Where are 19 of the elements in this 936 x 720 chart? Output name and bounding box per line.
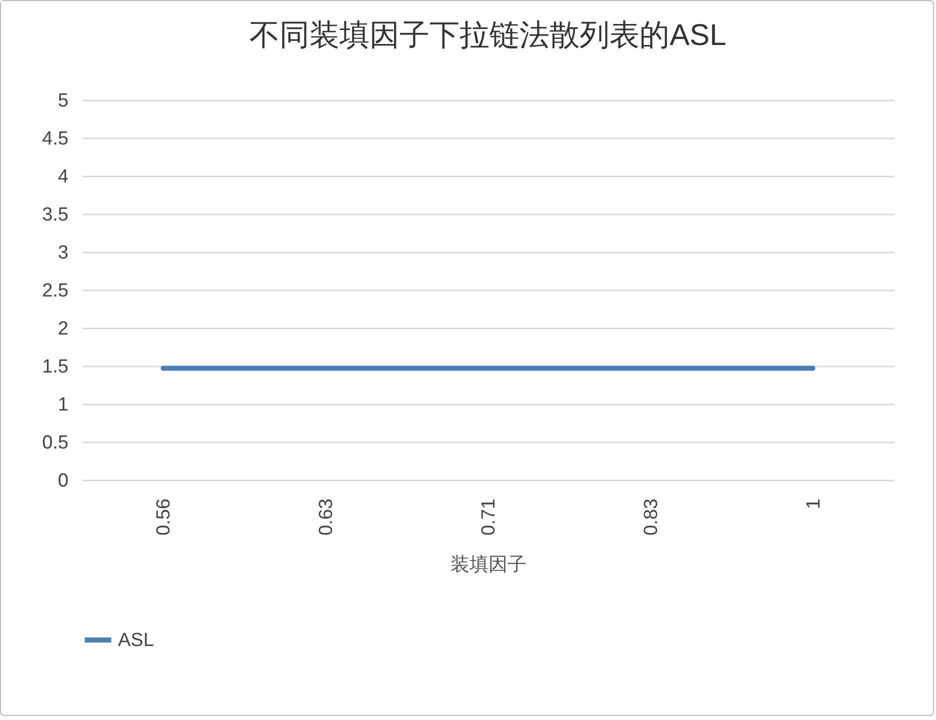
y-tick-label: 0 — [58, 470, 68, 492]
y-tick-label: 4 — [58, 166, 69, 188]
y-tick-label: 5 — [58, 90, 68, 112]
y-tick-label: 2 — [58, 318, 68, 340]
y-tick-label: 1.5 — [42, 356, 68, 378]
y-tick-label: 0.5 — [42, 432, 68, 454]
y-tick-label: 3.5 — [42, 204, 68, 226]
x-tick-label: 0.63 — [316, 498, 338, 536]
x-tick-label: 0.56 — [154, 498, 175, 536]
legend-label: ASL — [118, 630, 154, 651]
y-tick-label: 2.5 — [42, 280, 68, 302]
chart-title: 不同装填因子下拉链法散列表的ASL — [250, 19, 726, 52]
x-axis-title: 装填因子 — [450, 554, 526, 576]
y-tick-label: 4.5 — [42, 128, 68, 150]
x-tick-label: 0.71 — [478, 498, 500, 536]
y-tick-label: 1 — [58, 394, 68, 416]
x-tick-label: 1 — [803, 498, 824, 510]
y-tick-label: 3 — [58, 242, 68, 264]
x-tick-label: 0.83 — [640, 498, 662, 536]
